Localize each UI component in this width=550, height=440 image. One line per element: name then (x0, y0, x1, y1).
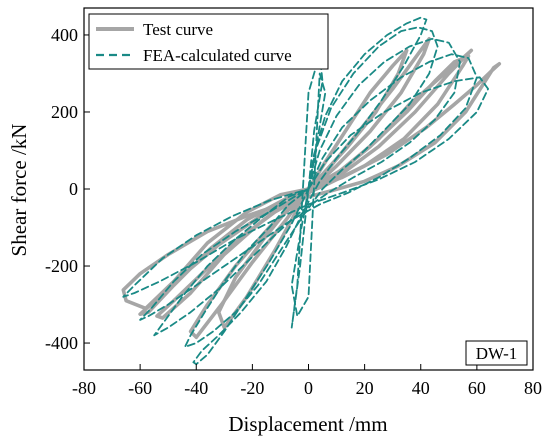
fea-curve-loop-0 (192, 16, 428, 366)
y-tick-label: 0 (69, 179, 78, 199)
series-fea (122, 16, 490, 366)
x-tick-label: 60 (468, 378, 486, 398)
x-tick-label: 40 (412, 378, 430, 398)
x-tick-label: 80 (524, 378, 542, 398)
test-curve-loop-4 (216, 48, 409, 330)
x-tick-label: 20 (356, 378, 374, 398)
legend-label-fea: FEA-calculated curve (143, 46, 292, 65)
y-tick-label: -400 (45, 333, 78, 353)
fea-curve-loop-4 (122, 76, 490, 298)
data-layer (121, 16, 502, 366)
y-tick-label: 400 (51, 25, 78, 45)
annotation-box (465, 340, 528, 366)
legend: Test curve FEA-calculated curve (88, 13, 329, 70)
fea-curve-loop-5 (290, 72, 327, 318)
y-tick-label: -200 (45, 256, 78, 276)
specimen-annotation: DW-1 (465, 340, 528, 366)
fea-curve-loop-1 (184, 26, 439, 348)
y-axis-title: Shear force /kN (7, 124, 31, 257)
legend-label-test: Test curve (143, 20, 213, 39)
legend-box (88, 13, 329, 70)
x-tick-label: -40 (184, 378, 208, 398)
x-tick-label: -20 (240, 378, 264, 398)
fea-curve-loop-6 (290, 53, 324, 329)
annotation-label: DW-1 (476, 344, 518, 363)
x-tick-label: -80 (72, 378, 96, 398)
x-tick-label: 0 (304, 378, 313, 398)
fea-curve-loop-2 (153, 37, 461, 337)
fea-curve-loop-3 (139, 53, 478, 321)
x-tick-label: -60 (128, 378, 152, 398)
x-axis-title: Displacement /mm (228, 412, 387, 436)
y-tick-label: 200 (51, 102, 78, 122)
